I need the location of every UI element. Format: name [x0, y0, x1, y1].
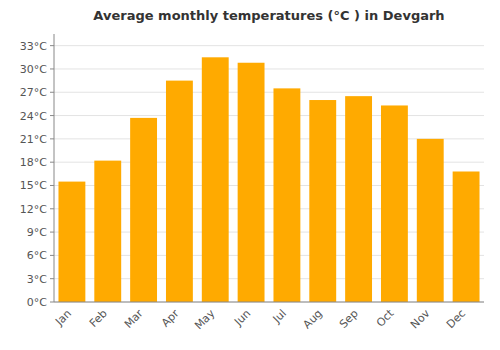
- x-tick-label: Jul: [270, 307, 289, 326]
- x-tick-label: Feb: [87, 307, 110, 330]
- y-tick: [50, 278, 54, 279]
- y-tick-label: 18°C: [20, 156, 47, 169]
- chart-title: Average monthly temperatures (°C ) in De…: [93, 8, 444, 23]
- y-tick: [50, 92, 54, 93]
- bar: [58, 182, 85, 302]
- bar: [202, 57, 229, 302]
- x-tick-label: Oct: [374, 306, 397, 329]
- y-tick-label: 30°C: [20, 63, 47, 76]
- y-tick: [50, 302, 54, 303]
- y-tick-label: 12°C: [20, 203, 47, 216]
- bar: [166, 81, 193, 302]
- chart-svg: Average monthly temperatures (°C ) in De…: [0, 0, 500, 350]
- grid-line: [54, 68, 484, 69]
- y-tick: [50, 68, 54, 69]
- bar: [130, 118, 157, 302]
- x-axis-line: [54, 302, 484, 303]
- y-tick-label: 3°C: [27, 273, 47, 286]
- x-axis: Jan Feb Mar Apr May Jun Jul Aug Sep Oct Nov Dec: [52, 302, 484, 332]
- bar: [309, 100, 336, 302]
- x-tick-label: May: [192, 307, 218, 333]
- x-tick-label: Jan: [52, 307, 74, 329]
- chart-container: Average monthly temperatures (°C ) in De…: [0, 0, 500, 350]
- y-tick: [50, 185, 54, 186]
- y-tick: [50, 138, 54, 139]
- bar: [94, 161, 121, 302]
- grid-line: [54, 115, 484, 116]
- y-tick-label: 6°C: [27, 249, 47, 262]
- y-tick-label: 33°C: [20, 40, 47, 53]
- bar: [273, 88, 300, 302]
- y-tick-label: 24°C: [20, 110, 47, 123]
- grid-line: [54, 302, 484, 303]
- x-tick-label: Mar: [122, 307, 146, 331]
- bar: [453, 171, 480, 302]
- y-tick: [50, 208, 54, 209]
- y-axis-line: [54, 34, 55, 302]
- x-tick-label: Dec: [444, 307, 468, 331]
- bars: [58, 57, 479, 302]
- bar: [238, 63, 265, 302]
- x-tick-label: Jun: [231, 307, 253, 329]
- y-tick-label: 21°C: [20, 133, 47, 146]
- y-tick: [50, 45, 54, 46]
- y-tick-label: 15°C: [20, 179, 47, 192]
- x-tick-label: Aug: [300, 307, 324, 331]
- bar: [381, 105, 408, 302]
- x-tick-label: Sep: [337, 307, 361, 331]
- y-tick-label: 27°C: [20, 86, 47, 99]
- x-tick-label: Nov: [408, 307, 433, 332]
- y-tick: [50, 232, 54, 233]
- grid-line: [54, 45, 484, 46]
- y-tick-label: 0°C: [27, 296, 47, 309]
- y-tick: [50, 255, 54, 256]
- y-axis: 0°C 3°C 6°C 9°C 12°C 15°C 18°C 21°C 24°C 27°C 30°C…: [20, 34, 54, 309]
- grid-line: [54, 92, 484, 93]
- y-tick: [50, 115, 54, 116]
- bar: [417, 139, 444, 302]
- x-tick-label: Apr: [159, 307, 182, 330]
- bar: [345, 96, 372, 302]
- y-tick-label: 9°C: [27, 226, 47, 239]
- page: {"chart_data": {"type": "bar", "title": …: [0, 0, 500, 350]
- grid: [54, 46, 484, 302]
- y-tick: [50, 162, 54, 163]
